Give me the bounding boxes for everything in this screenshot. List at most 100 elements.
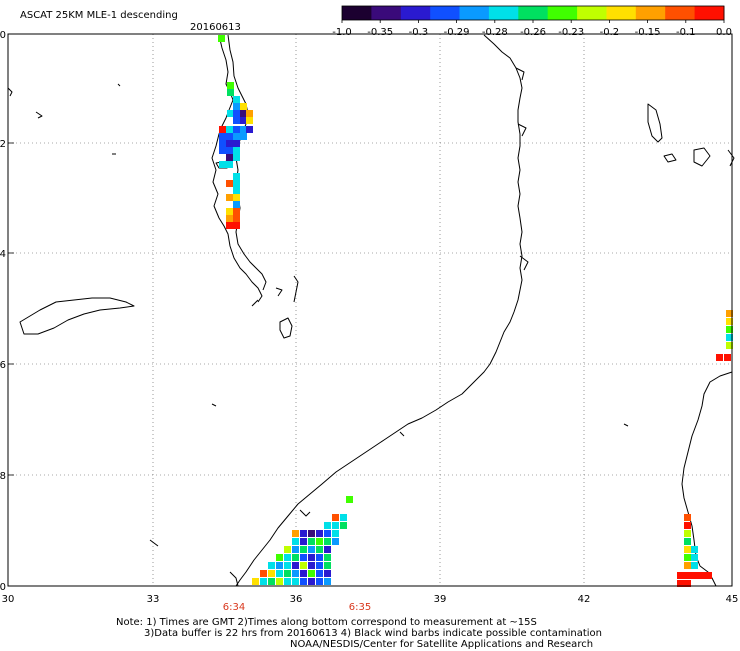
data-cell [684, 562, 691, 569]
data-cell [226, 154, 233, 161]
island-moheli [663, 153, 677, 163]
colorbar-tick-label: -0.15 [635, 27, 661, 38]
colorbar-segment [665, 6, 696, 20]
lat-tick-label: -18 [0, 471, 6, 482]
lon-tick-label: 42 [578, 594, 591, 605]
data-cell [276, 562, 283, 569]
data-cell [300, 554, 307, 561]
data-cell [684, 522, 691, 529]
data-cell [227, 110, 234, 117]
colorbar-tick-label: 0.0 [716, 27, 732, 38]
lat-tick-label: -16 [0, 360, 6, 371]
data-cell [316, 538, 323, 545]
data-cell [218, 35, 225, 42]
latitude-labels: -10 -12 -14 -16 -18 -20 [0, 30, 14, 593]
lon-tick-label: 30 [2, 594, 15, 605]
data-cell [340, 522, 347, 529]
colorbar-segment [547, 6, 578, 20]
data-cell [260, 578, 267, 585]
data-cell [324, 562, 331, 569]
data-cell [346, 496, 353, 503]
data-cell [691, 572, 698, 579]
lat-lon-grid [8, 34, 732, 586]
data-cell [226, 194, 233, 201]
data-cell [219, 133, 226, 140]
data-cell [233, 222, 240, 229]
data-cell [276, 554, 283, 561]
data-cell [300, 546, 307, 553]
colorbar-tick-label: -0.23 [558, 27, 584, 38]
data-cell [284, 562, 291, 569]
data-cell [308, 538, 315, 545]
data-cell [246, 110, 253, 117]
data-cell [276, 570, 283, 577]
data-cell [716, 354, 723, 361]
colorbar-tick-label: -0.29 [444, 27, 470, 38]
data-cell [233, 117, 240, 124]
data-cell [233, 110, 240, 117]
lat-tick-label: -12 [0, 139, 6, 150]
data-cell [233, 96, 240, 103]
colorbar-tick-label: -0.26 [520, 27, 546, 38]
data-cell [233, 173, 240, 180]
data-cell [726, 318, 733, 325]
data-cell [308, 570, 315, 577]
colorbar-tick-label: -0.3 [409, 27, 429, 38]
data-cell [233, 140, 240, 147]
data-cell [252, 578, 259, 585]
data-cell [284, 578, 291, 585]
data-cell [219, 126, 226, 133]
lake-malawi-east-shore [227, 34, 267, 291]
data-cell [227, 82, 234, 89]
coastline [7, 34, 735, 587]
note-line-3: NOAA/NESDIS/Center for Satellite Applica… [290, 639, 594, 650]
colorbar-tick-label: -0.1 [676, 27, 696, 38]
colorbar-segment [606, 6, 637, 20]
data-cell [316, 570, 323, 577]
colorbar [341, 5, 725, 21]
data-cell [226, 215, 233, 222]
longitude-labels: 30 33 36 39 42 45 [2, 594, 739, 605]
data-cell [332, 522, 339, 529]
data-cell [340, 514, 347, 521]
data-cell [324, 554, 331, 561]
data-cell [226, 180, 233, 187]
island-anjouan [693, 147, 711, 167]
time-labels: 6:34 6:35 [223, 602, 371, 613]
colorbar-segment [694, 6, 725, 20]
data-cell [260, 570, 267, 577]
data-cell [691, 554, 698, 561]
data-cell [246, 117, 253, 124]
data-cell [226, 126, 233, 133]
colorbar-tick-labels: -1.0 -0.35 -0.3 -0.29 -0.28 -0.26 -0.23 -0.2 -0.… [332, 20, 732, 38]
data-cell [246, 126, 253, 133]
colorbar-tick-label: -0.2 [600, 27, 620, 38]
data-cell [316, 578, 323, 585]
data-cell [284, 554, 291, 561]
island-grande-comore [647, 103, 663, 143]
data-cell [268, 562, 275, 569]
data-cell [240, 103, 247, 110]
data-cell [233, 154, 240, 161]
colorbar-segment [635, 6, 666, 20]
data-cell [226, 133, 233, 140]
data-cell [292, 570, 299, 577]
data-cell [226, 222, 233, 229]
lat-tick-label: -20 [0, 582, 6, 593]
data-cell [684, 546, 691, 553]
data-cell [240, 117, 247, 124]
data-cell [698, 572, 705, 579]
data-cell [316, 562, 323, 569]
colorbar-segment [430, 6, 461, 20]
data-cell [332, 514, 339, 521]
data-cell [240, 110, 247, 117]
colorbar-segment [577, 6, 607, 20]
data-cell [233, 126, 240, 133]
time-label: 6:34 [223, 602, 245, 613]
data-cell [332, 538, 339, 545]
data-cell [726, 342, 733, 349]
data-cell [226, 147, 233, 154]
data-cell [324, 530, 331, 537]
data-cell [233, 133, 240, 140]
colorbar-tick-label: -0.35 [367, 27, 393, 38]
